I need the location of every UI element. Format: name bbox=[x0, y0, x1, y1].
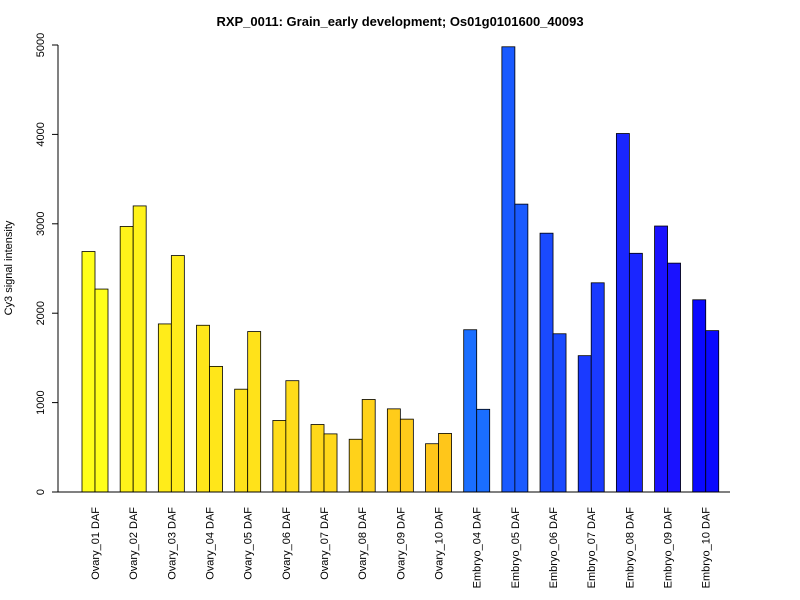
bar-3-2 bbox=[170, 255, 185, 493]
bar-9-2 bbox=[399, 418, 414, 493]
bar-4-1 bbox=[196, 324, 210, 493]
bar-15-2 bbox=[628, 252, 643, 493]
x-tick-label-11: Embryo_04 DAF bbox=[472, 507, 484, 589]
x-tick-label-8: Ovary_08 DAF bbox=[357, 507, 369, 580]
y-axis-label: Cy3 signal intensity bbox=[3, 220, 15, 315]
bar-14-2 bbox=[590, 282, 605, 493]
bar-9-1 bbox=[386, 408, 401, 493]
x-tick-label-2: Ovary_02 DAF bbox=[128, 507, 140, 580]
bar-7-1 bbox=[310, 424, 325, 493]
bar-10-2 bbox=[438, 433, 452, 493]
x-tick-label-3: Ovary_03 DAF bbox=[166, 507, 178, 580]
bar-14-1 bbox=[577, 355, 592, 493]
y-tick-label-3: 3000 bbox=[35, 212, 47, 236]
bar-2-2 bbox=[132, 205, 147, 493]
bar-2-1 bbox=[119, 226, 134, 493]
bar-3-1 bbox=[157, 323, 172, 493]
x-tick-label-16: Embryo_09 DAF bbox=[663, 507, 675, 589]
bar-16-2 bbox=[667, 262, 681, 493]
bar-13-2 bbox=[552, 333, 567, 493]
bar-12-1 bbox=[501, 46, 516, 493]
y-tick-label-4: 4000 bbox=[35, 122, 47, 146]
x-tick-label-10: Ovary_10 DAF bbox=[434, 507, 446, 580]
x-tick-label-7: Ovary_07 DAF bbox=[319, 507, 331, 580]
bar-10-1 bbox=[425, 443, 439, 493]
bar-15-1 bbox=[615, 133, 630, 493]
bar-5-1 bbox=[234, 388, 249, 493]
y-tick-label-1: 1000 bbox=[35, 390, 47, 414]
bar-1-2 bbox=[94, 288, 109, 493]
bar-5-2 bbox=[247, 331, 262, 493]
bars-group bbox=[81, 46, 720, 493]
y-axis: 0 1000 2000 3000 4000 5000 bbox=[35, 33, 59, 495]
bar-17-1 bbox=[692, 299, 707, 493]
bar-11-2 bbox=[476, 408, 491, 493]
bar-11-1 bbox=[463, 329, 478, 493]
x-tick-label-5: Ovary_05 DAF bbox=[243, 507, 255, 580]
x-tick-label-14: Embryo_07 DAF bbox=[586, 507, 598, 589]
x-tick-label-13: Embryo_06 DAF bbox=[548, 507, 560, 589]
bar-17-2 bbox=[705, 330, 720, 493]
y-tick-label-2: 2000 bbox=[35, 301, 47, 325]
y-tick-label-5: 5000 bbox=[35, 33, 47, 57]
bar-4-2 bbox=[209, 365, 223, 493]
bar-16-1 bbox=[654, 225, 668, 493]
bar-8-1 bbox=[348, 438, 363, 493]
x-axis: Ovary_01 DAF Ovary_02 DAF Ovary_03 DAF Ovar… bbox=[58, 491, 730, 589]
bar-12-2 bbox=[514, 203, 529, 493]
x-tick-label-17: Embryo_10 DAF bbox=[701, 507, 713, 589]
bar-13-1 bbox=[539, 232, 554, 493]
x-tick-label-4: Ovary_04 DAF bbox=[205, 507, 217, 580]
bar-8-2 bbox=[361, 399, 376, 493]
bar-7-2 bbox=[323, 433, 338, 493]
chart-title: RXP_0011: Grain_early development; Os01g… bbox=[216, 14, 583, 29]
x-tick-label-12: Embryo_05 DAF bbox=[510, 507, 522, 589]
x-tick-label-9: Ovary_09 DAF bbox=[395, 507, 407, 580]
bar-6-2 bbox=[285, 380, 300, 493]
bar-6-1 bbox=[272, 420, 287, 493]
x-tick-label-15: Embryo_08 DAF bbox=[624, 507, 636, 589]
x-tick-label-1: Ovary_01 DAF bbox=[90, 507, 102, 580]
bar-1-1 bbox=[81, 251, 96, 493]
y-tick-label-0: 0 bbox=[35, 489, 47, 495]
x-tick-label-6: Ovary_06 DAF bbox=[281, 507, 293, 580]
